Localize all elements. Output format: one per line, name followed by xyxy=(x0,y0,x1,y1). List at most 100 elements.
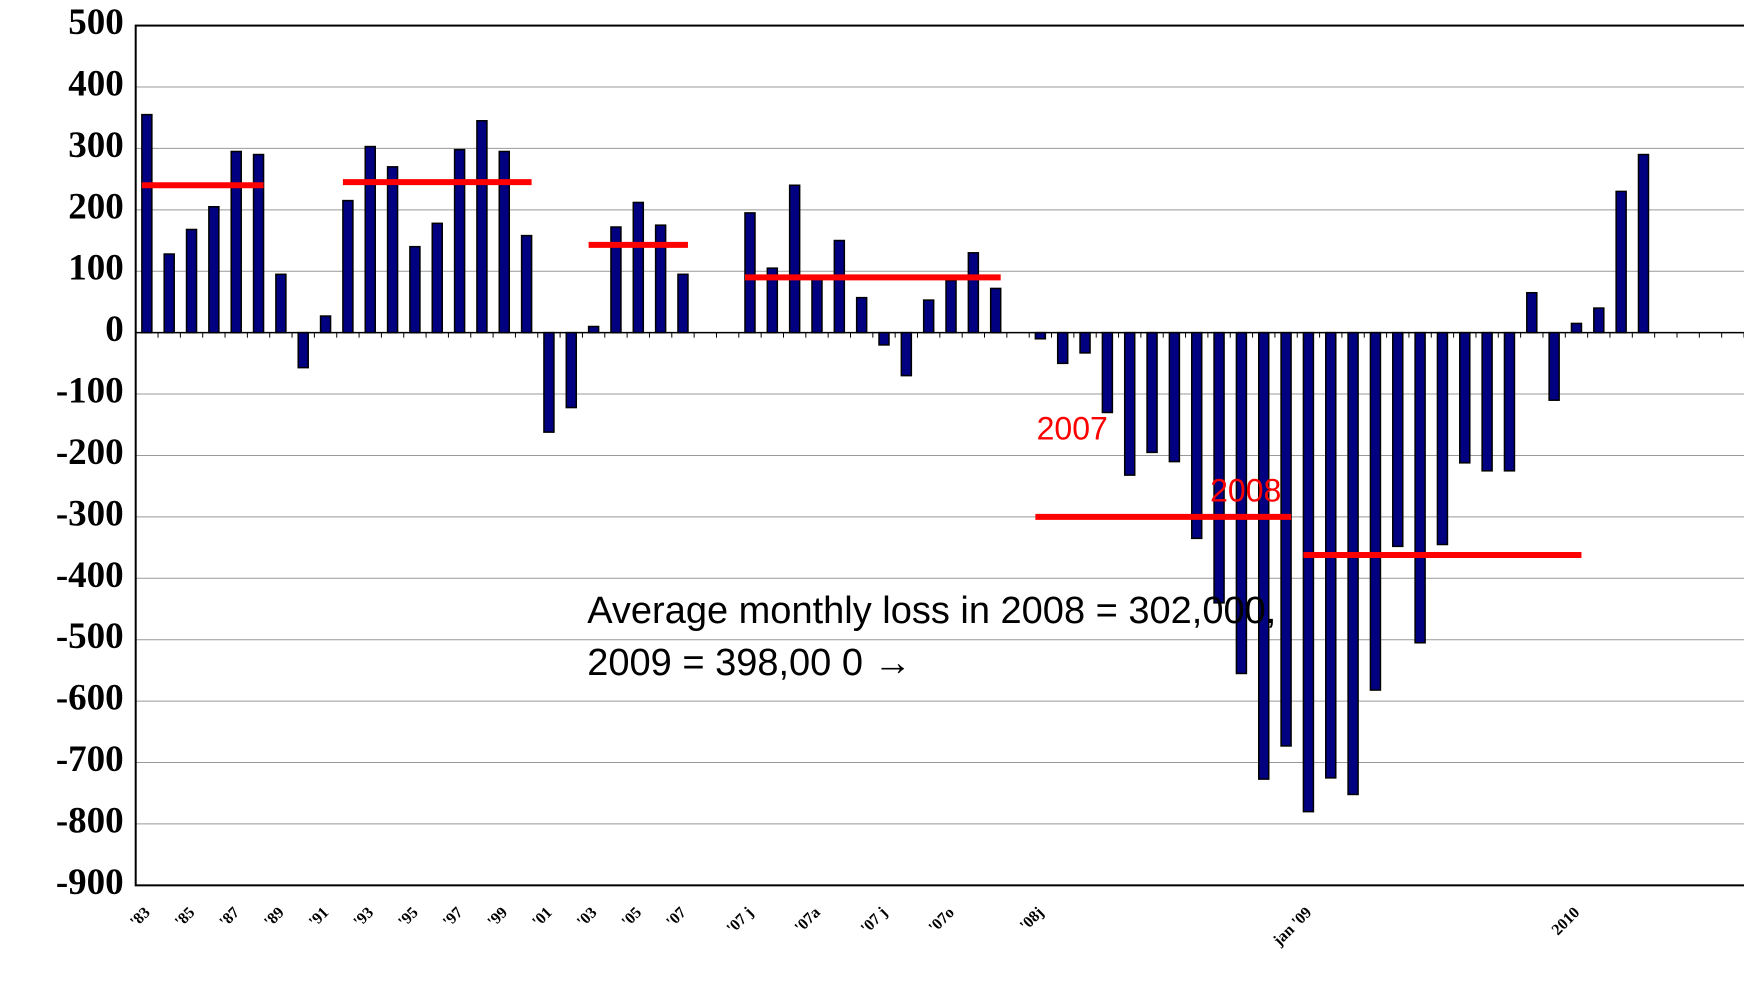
bar xyxy=(1481,331,1493,472)
bar xyxy=(476,120,488,334)
bar xyxy=(1079,331,1091,354)
bar xyxy=(878,331,890,346)
bar xyxy=(1168,331,1181,463)
bar xyxy=(252,153,265,334)
bar xyxy=(1280,331,1292,747)
x-tick-label: '07 j xyxy=(724,904,757,937)
y-tick-label: -100 xyxy=(56,371,124,412)
y-tick-label: 500 xyxy=(68,2,124,43)
bar xyxy=(1459,331,1471,464)
x-tick-label: '91 xyxy=(306,904,332,930)
x-tick-label: '03 xyxy=(574,904,600,930)
bar xyxy=(632,201,645,334)
annotation: 2009 = 398,00 0 → xyxy=(587,642,911,684)
bar xyxy=(1526,291,1538,334)
y-tick-label: 200 xyxy=(68,186,124,227)
bar xyxy=(1302,331,1315,813)
bar xyxy=(453,148,466,334)
x-tick-label: '99 xyxy=(485,904,511,930)
bar xyxy=(922,299,935,334)
bar xyxy=(1123,331,1136,476)
bar xyxy=(945,279,957,334)
x-tick-label: '95 xyxy=(395,904,421,930)
bar xyxy=(1146,331,1158,454)
y-tick-label: 0 xyxy=(105,309,124,350)
y-tick-label: -400 xyxy=(56,555,124,596)
x-tick-label: '97 xyxy=(440,904,466,930)
year-label: 2007 xyxy=(1037,410,1108,446)
y-tick-label: -900 xyxy=(56,862,124,903)
bar xyxy=(185,228,198,334)
x-tick-label: jan '09 xyxy=(1270,904,1316,950)
x-tick-label: '85 xyxy=(172,904,198,930)
bar xyxy=(319,315,332,334)
y-tick-label: 400 xyxy=(68,63,124,104)
bar xyxy=(1436,331,1449,546)
y-tick-label: -300 xyxy=(56,493,124,534)
bar xyxy=(744,212,756,334)
x-tick-label: '07 xyxy=(663,904,689,930)
bar xyxy=(431,222,444,334)
bar xyxy=(811,276,823,334)
y-tick-label: -700 xyxy=(56,739,124,780)
y-tick-label: -800 xyxy=(56,800,124,841)
x-tick-label: '05 xyxy=(619,904,645,930)
bar xyxy=(788,184,801,334)
bar xyxy=(1101,331,1114,414)
x-tick-label: '83 xyxy=(127,904,153,930)
x-tick-label: '07a xyxy=(792,904,824,936)
bar xyxy=(654,224,667,334)
bar xyxy=(1347,331,1359,796)
bar xyxy=(1392,331,1404,548)
bar xyxy=(1414,331,1426,644)
x-tick-label: '89 xyxy=(261,904,287,930)
bar xyxy=(1548,331,1560,401)
bar xyxy=(409,245,421,334)
bar xyxy=(208,205,220,334)
bar xyxy=(520,234,533,334)
x-tick-label: '08j xyxy=(1017,904,1047,934)
x-tick-label: 2010 xyxy=(1549,904,1584,939)
bar xyxy=(565,331,578,409)
bar xyxy=(342,199,354,334)
bar xyxy=(364,145,376,334)
bar xyxy=(610,226,622,334)
annotation: Average monthly loss in 2008 = 302,000, xyxy=(587,590,1276,632)
bar xyxy=(677,273,689,334)
bar xyxy=(163,253,175,334)
bar xyxy=(1034,331,1047,340)
bar xyxy=(1503,331,1516,472)
x-tick-label: '93 xyxy=(351,904,377,930)
bar xyxy=(275,273,287,334)
bar xyxy=(1190,331,1203,540)
y-tick-label: -200 xyxy=(56,432,124,473)
y-tick-label: 100 xyxy=(68,248,124,289)
bar xyxy=(230,150,242,334)
bar xyxy=(1570,322,1583,334)
bar xyxy=(543,331,555,433)
plot-frame xyxy=(134,24,1744,887)
y-tick-label: 300 xyxy=(68,125,124,166)
bar xyxy=(766,267,779,334)
y-tick-label: -500 xyxy=(56,616,124,657)
bar xyxy=(989,287,1002,334)
bar xyxy=(386,166,399,334)
bar xyxy=(587,325,600,334)
bar xyxy=(498,150,511,334)
bar xyxy=(1235,331,1248,675)
bar xyxy=(855,296,868,334)
bar xyxy=(1615,190,1627,334)
x-tick-label: '01 xyxy=(529,904,555,930)
bar xyxy=(833,239,846,334)
bar xyxy=(900,331,913,377)
bar xyxy=(1593,307,1605,334)
x-tick-label: '07o xyxy=(926,904,958,936)
bar xyxy=(1637,153,1650,334)
bar xyxy=(1257,331,1270,780)
bar xyxy=(1369,331,1382,691)
bar xyxy=(297,331,309,369)
bar xyxy=(141,113,153,334)
x-tick-label: '87 xyxy=(217,904,243,930)
y-tick-label: -600 xyxy=(56,678,124,719)
